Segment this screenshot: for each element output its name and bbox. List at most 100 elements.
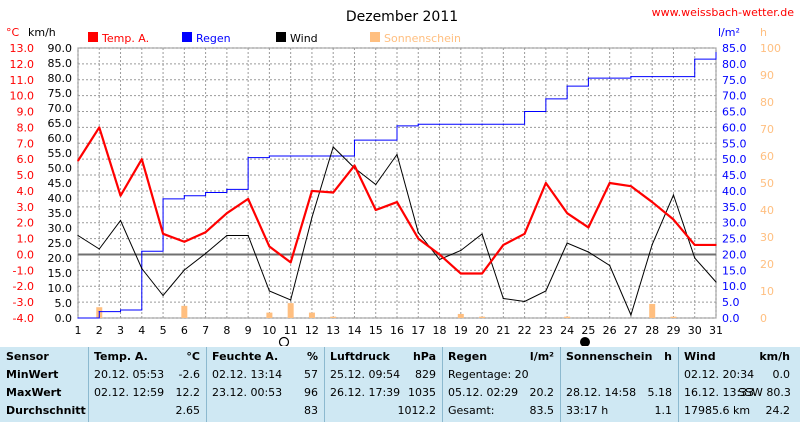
legend: Temp. A. Regen Wind Sonnenschein — [88, 32, 461, 45]
wind-value: 24.2 — [765, 404, 791, 417]
temp-time: 20.12. 05:53 — [94, 368, 165, 381]
wind-point — [587, 251, 590, 253]
rain-tick-label: 0.0 — [722, 312, 740, 325]
temperature-point — [672, 218, 675, 221]
x-tick-label: 18 — [433, 324, 447, 337]
temp-unit-label: °C — [6, 26, 20, 39]
temperature-point — [353, 164, 356, 167]
wind-tick-label: 10.0 — [48, 282, 73, 295]
temp-value: 12.2 — [175, 386, 201, 399]
rain-point — [332, 155, 334, 157]
temperature-point — [332, 191, 335, 194]
header-wind-unit: km/h — [759, 350, 790, 363]
temperature-point — [98, 126, 101, 129]
wind-tick-label: 45.0 — [48, 177, 73, 190]
wind-tick-label: 55.0 — [48, 147, 73, 160]
temp-tick-label: 7.0 — [17, 137, 35, 150]
temperature-point — [289, 261, 292, 264]
rain-tick-label: 50.0 — [722, 153, 747, 166]
x-tick-label: 30 — [688, 324, 702, 337]
wind-unit-label: km/h — [28, 26, 56, 39]
rain-point — [460, 123, 462, 125]
rain-point — [481, 123, 483, 125]
rain-value: 20.2 — [529, 386, 555, 399]
header-sunshine-unit: h — [664, 350, 672, 363]
x-tick-label: 4 — [138, 324, 145, 337]
x-tick-label: 21 — [496, 324, 510, 337]
x-tick-label: 1 — [75, 324, 82, 337]
wind-point — [141, 267, 143, 270]
wind-tick-label: 90.0 — [48, 42, 73, 55]
wind-point — [119, 219, 122, 222]
wind-point — [672, 194, 675, 196]
x-tick-label: 14 — [347, 324, 361, 337]
statistics-panel: Sensor Temp. A. °C Feuchte A. % Luftdruc… — [0, 347, 800, 422]
rain-point — [162, 198, 164, 200]
wind-tick-label: 30.0 — [48, 222, 73, 235]
humidity-time: 02.12. 13:14 — [212, 368, 283, 381]
wind-point — [98, 248, 100, 250]
temperature-point — [438, 253, 441, 256]
wind-point — [651, 243, 653, 246]
sun-tick-label: 60 — [760, 150, 774, 163]
x-tick-label: 15 — [369, 324, 383, 337]
wind-point — [630, 314, 632, 316]
temperature-point — [311, 190, 313, 192]
sunshine-bar — [266, 312, 273, 318]
wind-tick-label: 35.0 — [48, 207, 73, 220]
temp-tick-label: 1.0 — [17, 233, 35, 246]
rain-point — [183, 195, 185, 197]
humidity-value: 83 — [304, 404, 318, 417]
legend-label-wind: Wind — [290, 32, 318, 45]
wind-point — [162, 294, 164, 297]
sun-tick-label: 10 — [760, 285, 774, 298]
temperature-point — [268, 245, 271, 248]
x-tick-label: 12 — [305, 324, 319, 337]
sunshine-bar — [564, 316, 571, 318]
rain-point — [396, 125, 398, 127]
x-tick-label: 8 — [223, 324, 230, 337]
wind-point — [247, 234, 249, 237]
rain-point — [141, 250, 143, 252]
pressure-time: 26.12. 17:39 — [330, 386, 401, 399]
temperature-point — [417, 237, 420, 240]
wind-tick-label: 70.0 — [48, 102, 73, 115]
rain-point — [438, 123, 441, 125]
x-tick-label: 29 — [666, 324, 680, 337]
legend-swatch-sun — [370, 32, 380, 42]
temp-value: -2.6 — [178, 368, 200, 381]
rain-time: Gesamt: — [448, 404, 495, 417]
pressure-value: 1035 — [408, 386, 436, 399]
header-pressure: Luftdruck — [330, 350, 390, 363]
row-label: MinWert — [6, 368, 59, 381]
row-label: MaxWert — [6, 386, 62, 399]
rain-point — [524, 110, 526, 113]
sun-tick-label: 50 — [760, 177, 774, 190]
x-tick-label: 5 — [160, 324, 167, 337]
wind-point — [481, 233, 483, 235]
chart-title: Dezember 2011 — [346, 9, 458, 25]
sunshine-bar — [670, 316, 677, 318]
wind-tick-label: 20.0 — [48, 252, 73, 265]
wind-tick-label: 60.0 — [48, 132, 73, 145]
wind-tick-label: 50.0 — [48, 162, 73, 175]
source-link[interactable]: www.weissbach-wetter.de — [652, 6, 795, 19]
wind-point — [609, 264, 611, 267]
legend-label-temp: Temp. A. — [101, 32, 149, 45]
pressure-value: 829 — [415, 368, 436, 381]
x-tick-label: 28 — [645, 324, 659, 337]
x-tick-label: 3 — [117, 324, 124, 337]
x-tick-label: 22 — [518, 324, 532, 337]
temperature-point — [77, 159, 79, 162]
sunshine-bar — [308, 312, 315, 318]
wind-value: 0.0 — [772, 368, 791, 381]
wind-point — [566, 242, 568, 244]
rain-point — [98, 311, 100, 313]
x-tick-label: 31 — [709, 324, 723, 337]
header-rain-unit: l/m² — [529, 350, 554, 363]
x-tick-label: 11 — [284, 324, 298, 337]
rain-tick-label: 75.0 — [722, 74, 747, 87]
legend-label-rain: Regen — [196, 32, 231, 45]
wind-point — [183, 269, 185, 271]
header-wind: Wind — [684, 350, 716, 363]
